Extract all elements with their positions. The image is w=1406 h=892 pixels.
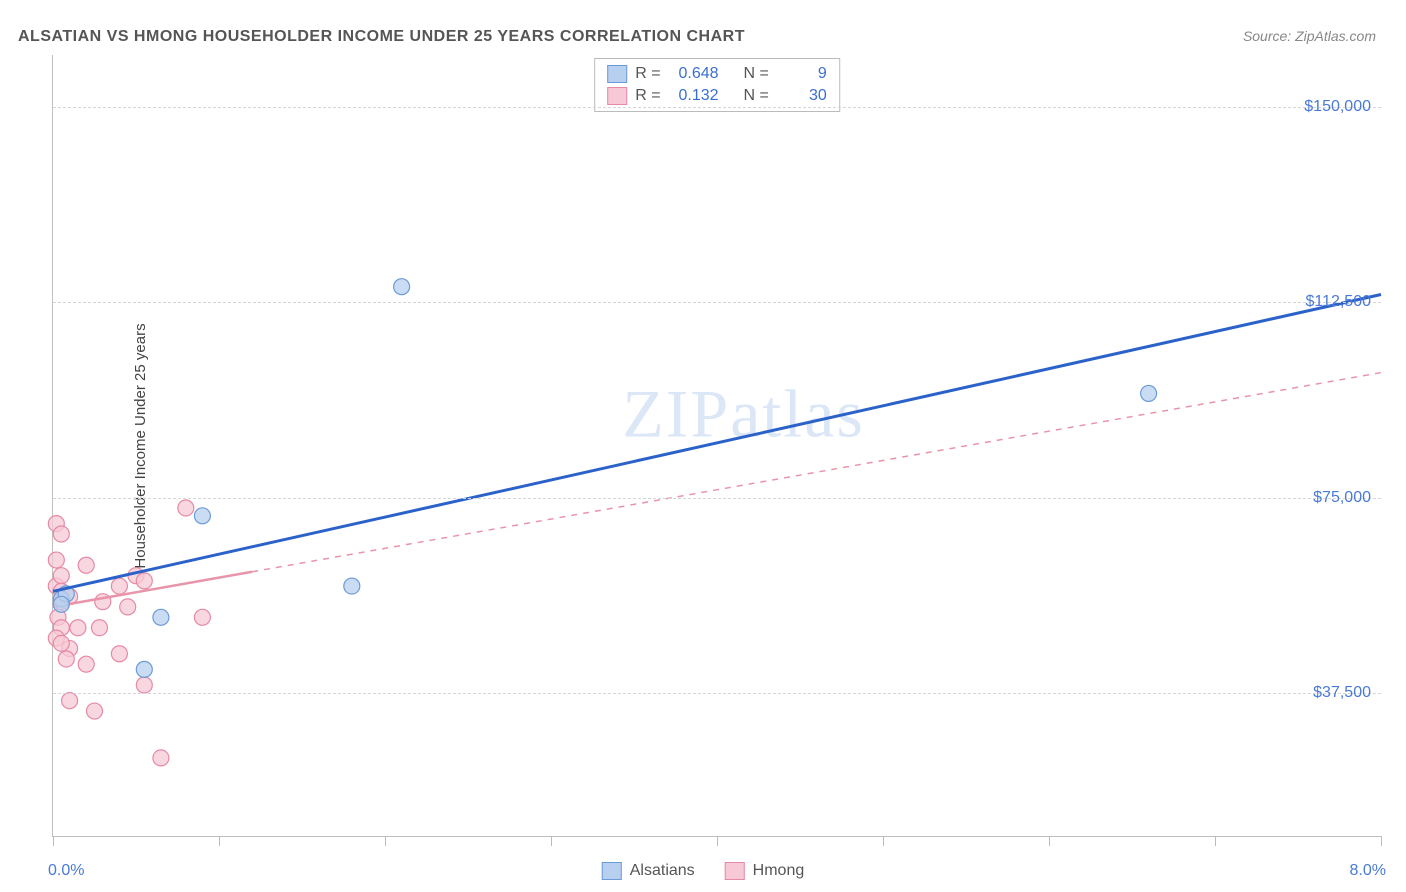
gridline xyxy=(53,498,1381,499)
scatter-point xyxy=(111,646,127,662)
scatter-point xyxy=(136,661,152,677)
scatter-point xyxy=(194,508,210,524)
scatter-point xyxy=(120,599,136,615)
ytick-label: $112,500 xyxy=(1305,293,1371,311)
ytick-label: $75,000 xyxy=(1313,489,1371,507)
plot-area: ZIPatlas R = 0.648 N = 9 R = 0.132 N = 3… xyxy=(52,55,1381,837)
scatter-point xyxy=(136,573,152,589)
xtick xyxy=(385,836,386,846)
ytick-label: $150,000 xyxy=(1304,98,1371,116)
scatter-point xyxy=(53,596,69,612)
swatch-alsatians-icon xyxy=(607,65,627,83)
legend-item-hmong: Hmong xyxy=(725,862,805,880)
n-value-hmong: 30 xyxy=(777,87,827,105)
trend-line-hmong-dashed xyxy=(252,373,1381,572)
scatter-point xyxy=(178,500,194,516)
xtick xyxy=(883,836,884,846)
r-label: R = xyxy=(635,65,660,83)
gridline xyxy=(53,107,1381,108)
n-label-2: N = xyxy=(743,87,768,105)
trend-line-alsatians xyxy=(53,295,1381,592)
r-label-2: R = xyxy=(635,87,660,105)
scatter-point xyxy=(111,578,127,594)
gridline xyxy=(53,302,1381,303)
plot-svg xyxy=(53,55,1381,836)
n-label: N = xyxy=(743,65,768,83)
scatter-point xyxy=(194,609,210,625)
scatter-point xyxy=(136,677,152,693)
source-label: Source: ZipAtlas.com xyxy=(1243,28,1376,44)
r-value-alsatians: 0.648 xyxy=(669,65,719,83)
trend-line-hmong-solid xyxy=(53,572,252,607)
scatter-point xyxy=(1141,385,1157,401)
scatter-point xyxy=(53,635,69,651)
legend-swatch-hmong-icon xyxy=(725,862,745,880)
xtick xyxy=(551,836,552,846)
scatter-point xyxy=(70,620,86,636)
xtick xyxy=(1049,836,1050,846)
stats-box: R = 0.648 N = 9 R = 0.132 N = 30 xyxy=(594,58,840,112)
legend-item-alsatians: Alsatians xyxy=(602,862,695,880)
x-axis-max: 8.0% xyxy=(1350,862,1386,880)
scatter-point xyxy=(394,279,410,295)
xtick xyxy=(53,836,54,846)
scatter-point xyxy=(87,703,103,719)
stats-row-alsatians: R = 0.648 N = 9 xyxy=(607,63,827,85)
n-value-alsatians: 9 xyxy=(777,65,827,83)
scatter-point xyxy=(78,656,94,672)
chart-title: ALSATIAN VS HMONG HOUSEHOLDER INCOME UND… xyxy=(18,28,745,46)
xtick xyxy=(1381,836,1382,846)
scatter-point xyxy=(78,557,94,573)
scatter-point xyxy=(344,578,360,594)
scatter-point xyxy=(53,526,69,542)
scatter-point xyxy=(62,693,78,709)
scatter-point xyxy=(53,568,69,584)
scatter-point xyxy=(153,750,169,766)
scatter-point xyxy=(153,609,169,625)
x-axis-min: 0.0% xyxy=(48,862,84,880)
ytick-label: $37,500 xyxy=(1313,684,1371,702)
scatter-point xyxy=(91,620,107,636)
swatch-hmong-icon xyxy=(607,87,627,105)
r-value-hmong: 0.132 xyxy=(669,87,719,105)
legend-swatch-alsatians-icon xyxy=(602,862,622,880)
chart-container: ALSATIAN VS HMONG HOUSEHOLDER INCOME UND… xyxy=(0,0,1406,892)
legend: Alsatians Hmong xyxy=(602,862,805,880)
scatter-point xyxy=(48,552,64,568)
xtick xyxy=(219,836,220,846)
legend-label-hmong: Hmong xyxy=(753,862,805,880)
legend-label-alsatians: Alsatians xyxy=(630,862,695,880)
gridline xyxy=(53,693,1381,694)
xtick xyxy=(1215,836,1216,846)
stats-row-hmong: R = 0.132 N = 30 xyxy=(607,85,827,107)
xtick xyxy=(717,836,718,846)
scatter-point xyxy=(58,651,74,667)
